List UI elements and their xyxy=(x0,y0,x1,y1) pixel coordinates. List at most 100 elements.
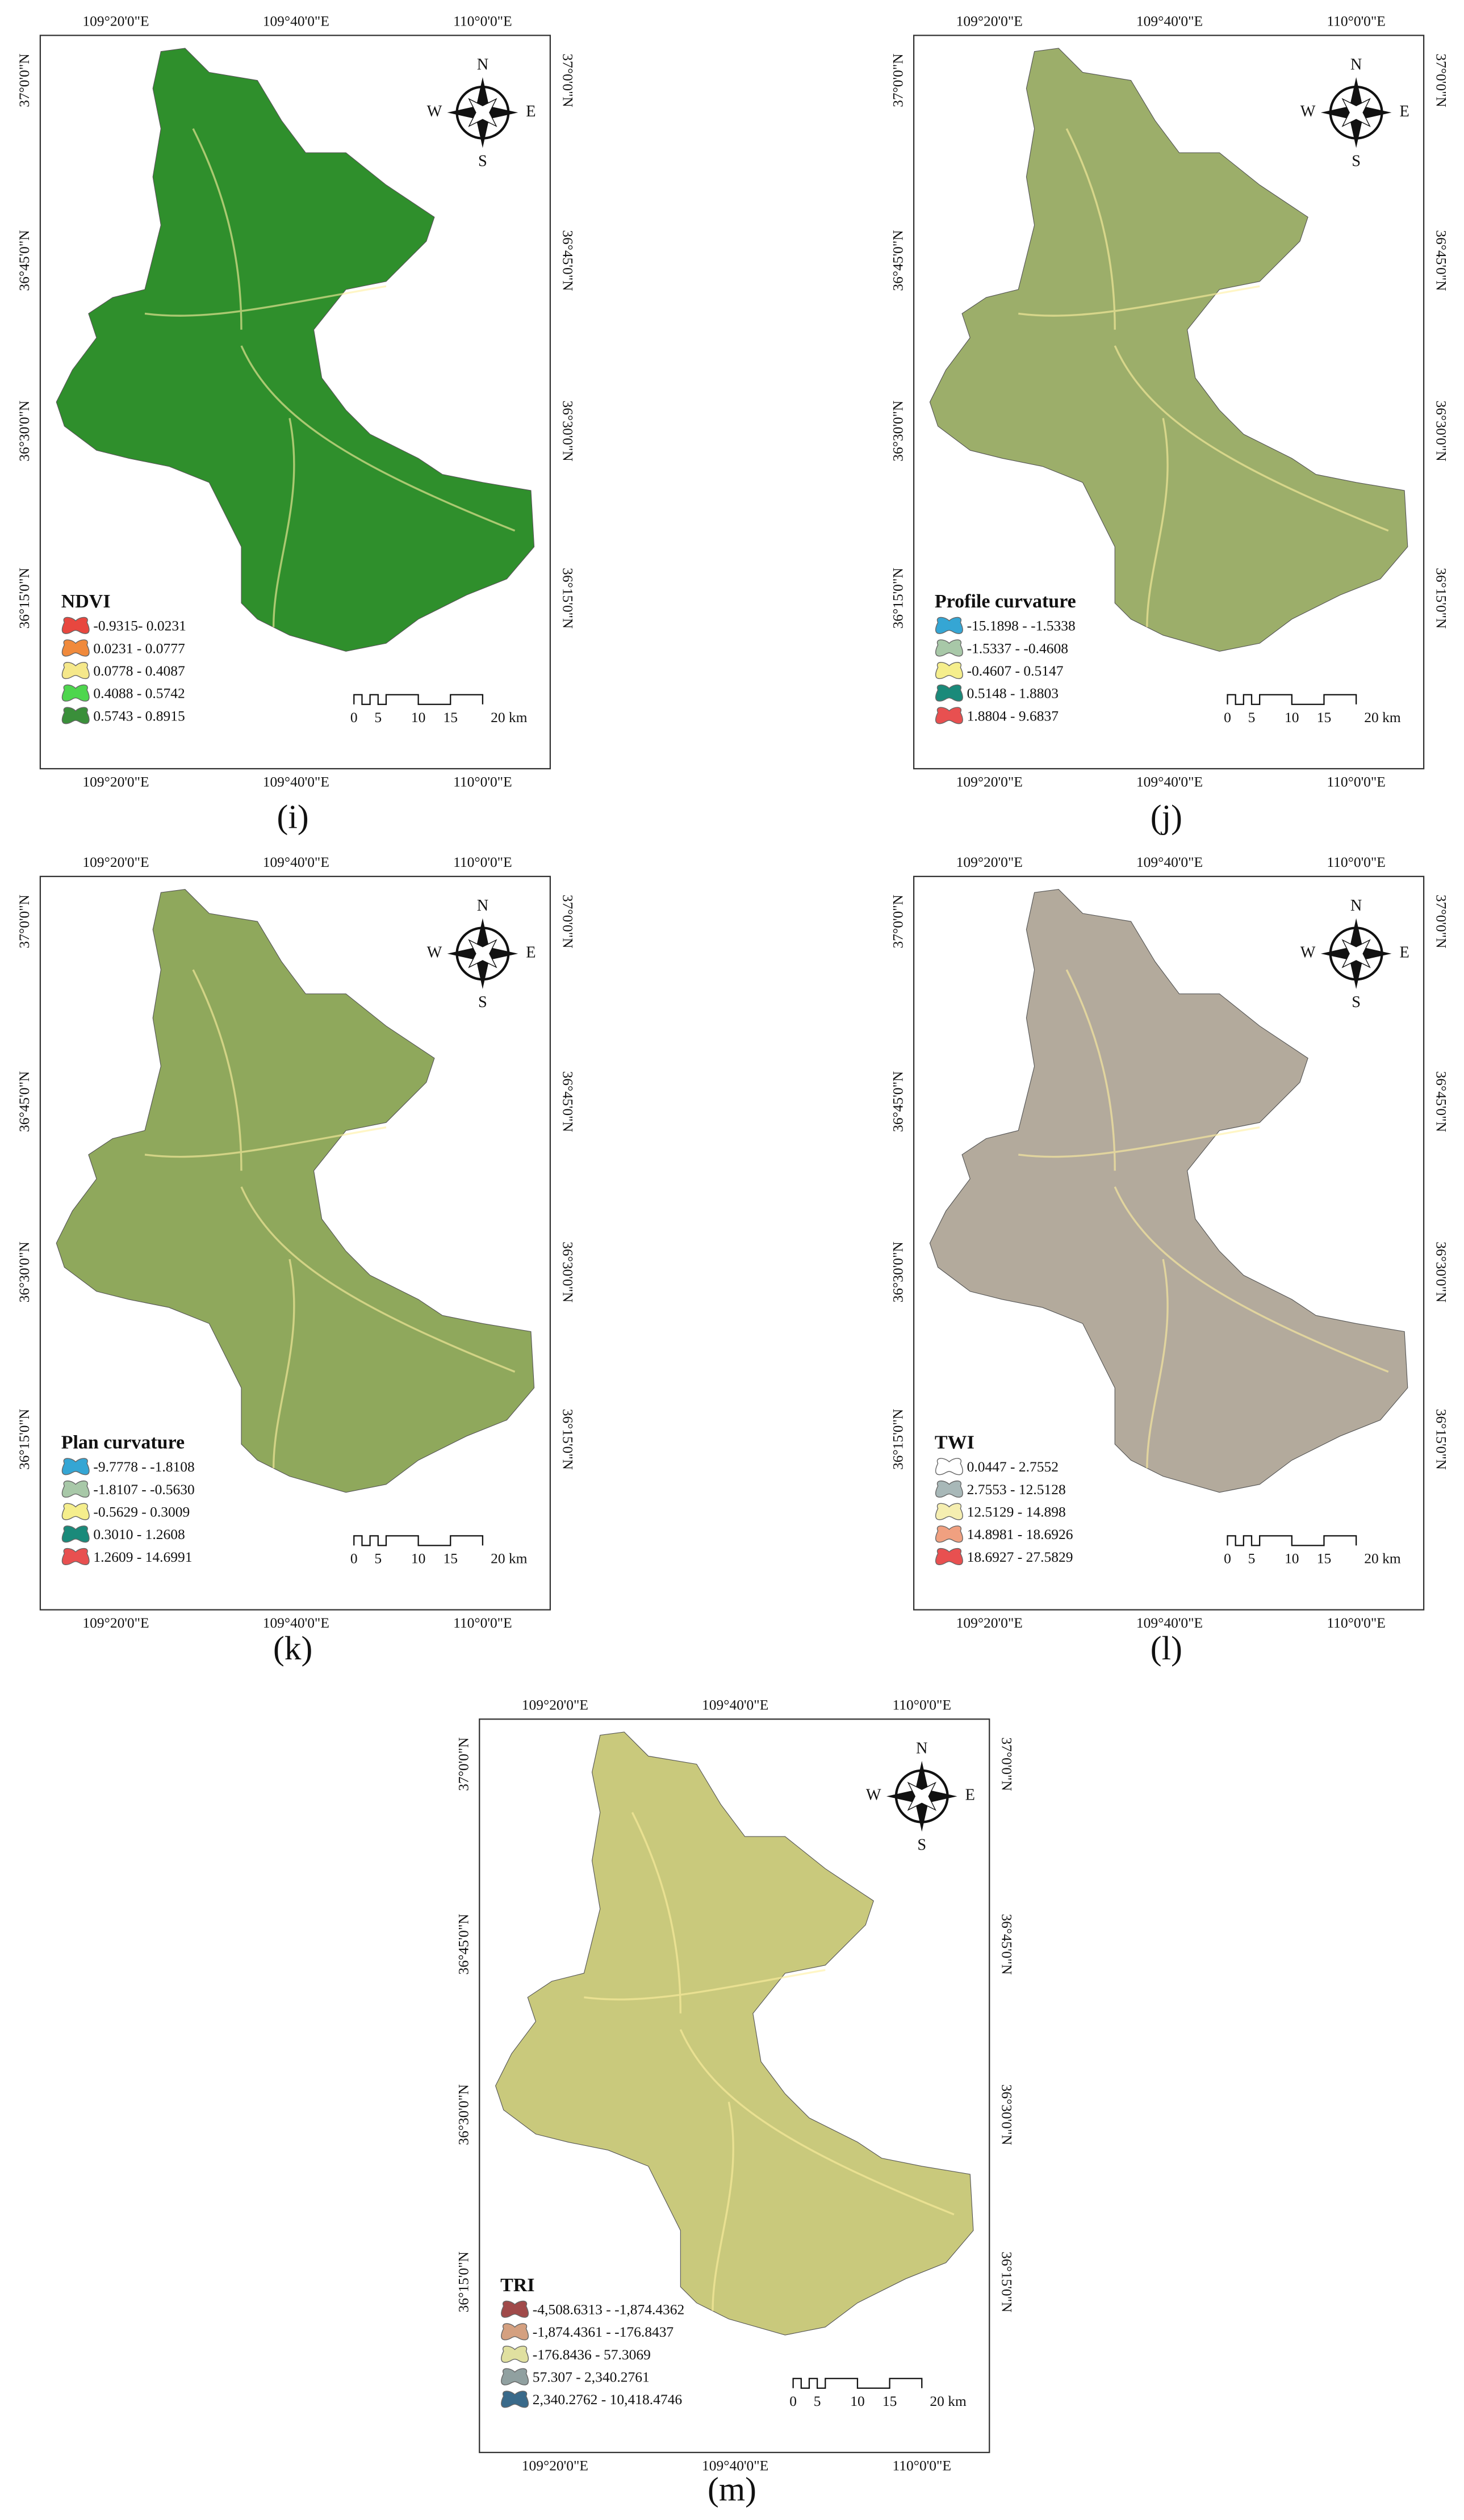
scale-label: 5 xyxy=(1248,1550,1256,1567)
lat-label: 36°30'0"N xyxy=(455,2084,472,2145)
legend-label: 14.8981 - 18.6926 xyxy=(967,1526,1073,1542)
study-area xyxy=(929,888,1408,1493)
lat-label: 36°15'0"N xyxy=(455,2251,472,2312)
lat-label: 36°15'0"N xyxy=(889,1409,906,1470)
scale-bar xyxy=(353,694,484,705)
compass-letter: S xyxy=(478,153,487,170)
legend-title: Plan curvature xyxy=(61,1432,185,1453)
legend-label: 2,340.2762 - 10,418.4746 xyxy=(533,2391,682,2408)
legend-label: 1.2609 - 14.6991 xyxy=(93,1549,192,1565)
lat-label: 36°45'0"N xyxy=(559,1071,576,1132)
scale-label: 20 km xyxy=(491,1550,528,1567)
legend-swatch xyxy=(935,662,963,680)
lon-label: 110°0'0"E xyxy=(453,773,512,790)
lat-label: 36°15'0"N xyxy=(999,2251,1015,2312)
legend-title: TWI xyxy=(935,1432,974,1453)
lon-label: 109°20'0"E xyxy=(956,773,1023,790)
legend-label: 0.4088 - 0.5742 xyxy=(93,685,185,702)
lon-label: 110°0'0"E xyxy=(893,1696,952,1713)
legend-swatch xyxy=(61,662,90,680)
legend-label: 12.5129 - 14.898 xyxy=(967,1504,1066,1520)
legend-swatch xyxy=(61,1525,90,1543)
compass-letter: E xyxy=(526,944,536,961)
legend-label: -0.9315- 0.0231 xyxy=(93,618,186,634)
compass: N S W E xyxy=(1300,897,1409,1011)
lat-label: 36°30'0"N xyxy=(559,1242,576,1302)
compass-letter: N xyxy=(477,897,488,915)
scale-label: 15 xyxy=(1317,1550,1331,1567)
legend-label: -1.5337 - -0.4608 xyxy=(967,640,1068,656)
lon-label: 109°20'0"E xyxy=(82,13,149,30)
scale-label: 5 xyxy=(814,2393,821,2409)
legend-label: 0.3010 - 1.2608 xyxy=(93,1526,185,1542)
lon-label: 109°40'0"E xyxy=(263,854,329,870)
compass: N S W E xyxy=(1300,56,1409,170)
lat-label: 36°15'0"N xyxy=(16,1409,32,1470)
lon-label: 109°40'0"E xyxy=(702,1696,768,1713)
lat-label: 36°30'0"N xyxy=(16,1242,32,1302)
drainage xyxy=(144,969,516,1469)
panel-label: (i) xyxy=(277,798,309,835)
legend-title: Profile curvature xyxy=(935,591,1076,612)
lon-label: 109°40'0"E xyxy=(702,2457,768,2473)
legend-swatch xyxy=(61,1458,90,1475)
study-area xyxy=(929,48,1408,652)
compass-star xyxy=(1341,939,1371,968)
compass-letter: W xyxy=(866,1787,881,1804)
lat-label: 37°0'0"N xyxy=(889,53,906,107)
scale-bar xyxy=(353,1535,484,1546)
lat-label: 36°30'0"N xyxy=(1433,401,1450,462)
scale-label: 15 xyxy=(444,1550,458,1567)
legend-label: -9.7778 - -1.8108 xyxy=(93,1458,194,1475)
lon-label: 109°40'0"E xyxy=(1136,773,1203,790)
legend-label: -0.4607 - 0.5147 xyxy=(967,663,1064,679)
lat-label: 36°15'0"N xyxy=(889,568,906,628)
lat-label: 37°0'0"N xyxy=(16,53,32,107)
compass-star xyxy=(468,939,497,968)
compass-letter: N xyxy=(1350,897,1362,915)
scale-label: 10 xyxy=(1285,1550,1299,1567)
legend-swatch xyxy=(501,2345,529,2363)
lon-label: 109°20'0"E xyxy=(522,1696,588,1713)
panel-label: (k) xyxy=(273,1629,312,1667)
scale-label: 0 xyxy=(350,709,358,726)
compass-letter: W xyxy=(1300,944,1316,961)
lon-label: 110°0'0"E xyxy=(453,1615,512,1631)
scale-label: 10 xyxy=(850,2393,864,2409)
drainage xyxy=(144,128,516,627)
lat-label: 36°15'0"N xyxy=(559,568,576,628)
lat-label: 36°45'0"N xyxy=(889,230,906,291)
lat-label: 36°45'0"N xyxy=(999,1914,1015,1974)
compass-letter: S xyxy=(1352,153,1361,170)
scale-label: 5 xyxy=(374,1550,382,1567)
lat-label: 37°0'0"N xyxy=(1433,53,1450,107)
scale-label: 10 xyxy=(411,1550,425,1567)
panel-label: (m) xyxy=(708,2470,756,2508)
compass-star xyxy=(1341,98,1371,127)
lon-label: 109°20'0"E xyxy=(956,854,1023,870)
compass-letter: S xyxy=(917,1836,926,1854)
lon-label: 109°20'0"E xyxy=(82,854,149,870)
legend-swatch xyxy=(935,1480,963,1498)
legend-swatch xyxy=(501,2300,529,2318)
compass-letter: S xyxy=(1352,993,1361,1011)
compass: N S W E xyxy=(427,897,536,1011)
lat-label: 37°0'0"N xyxy=(559,895,576,949)
lon-label: 109°40'0"E xyxy=(1136,13,1203,30)
panel-label: (l) xyxy=(1151,1629,1182,1667)
legend-swatch xyxy=(61,1503,90,1520)
legend-label: -15.1898 - -1.5338 xyxy=(967,618,1076,634)
scale-bar xyxy=(792,2378,923,2389)
legend-label: 0.0778 - 0.4087 xyxy=(93,663,185,679)
legend-swatch xyxy=(935,1525,963,1543)
scale-label: 5 xyxy=(374,709,382,726)
lat-label: 37°0'0"N xyxy=(999,1737,1015,1791)
legend-swatch xyxy=(61,684,90,702)
lon-label: 109°40'0"E xyxy=(263,13,329,30)
lat-label: 36°15'0"N xyxy=(559,1409,576,1470)
lon-label: 110°0'0"E xyxy=(1327,854,1386,870)
scale-bar xyxy=(1227,694,1357,705)
lon-label: 110°0'0"E xyxy=(1327,773,1386,790)
compass-letter: N xyxy=(477,56,488,74)
lat-label: 36°15'0"N xyxy=(1433,1409,1450,1470)
